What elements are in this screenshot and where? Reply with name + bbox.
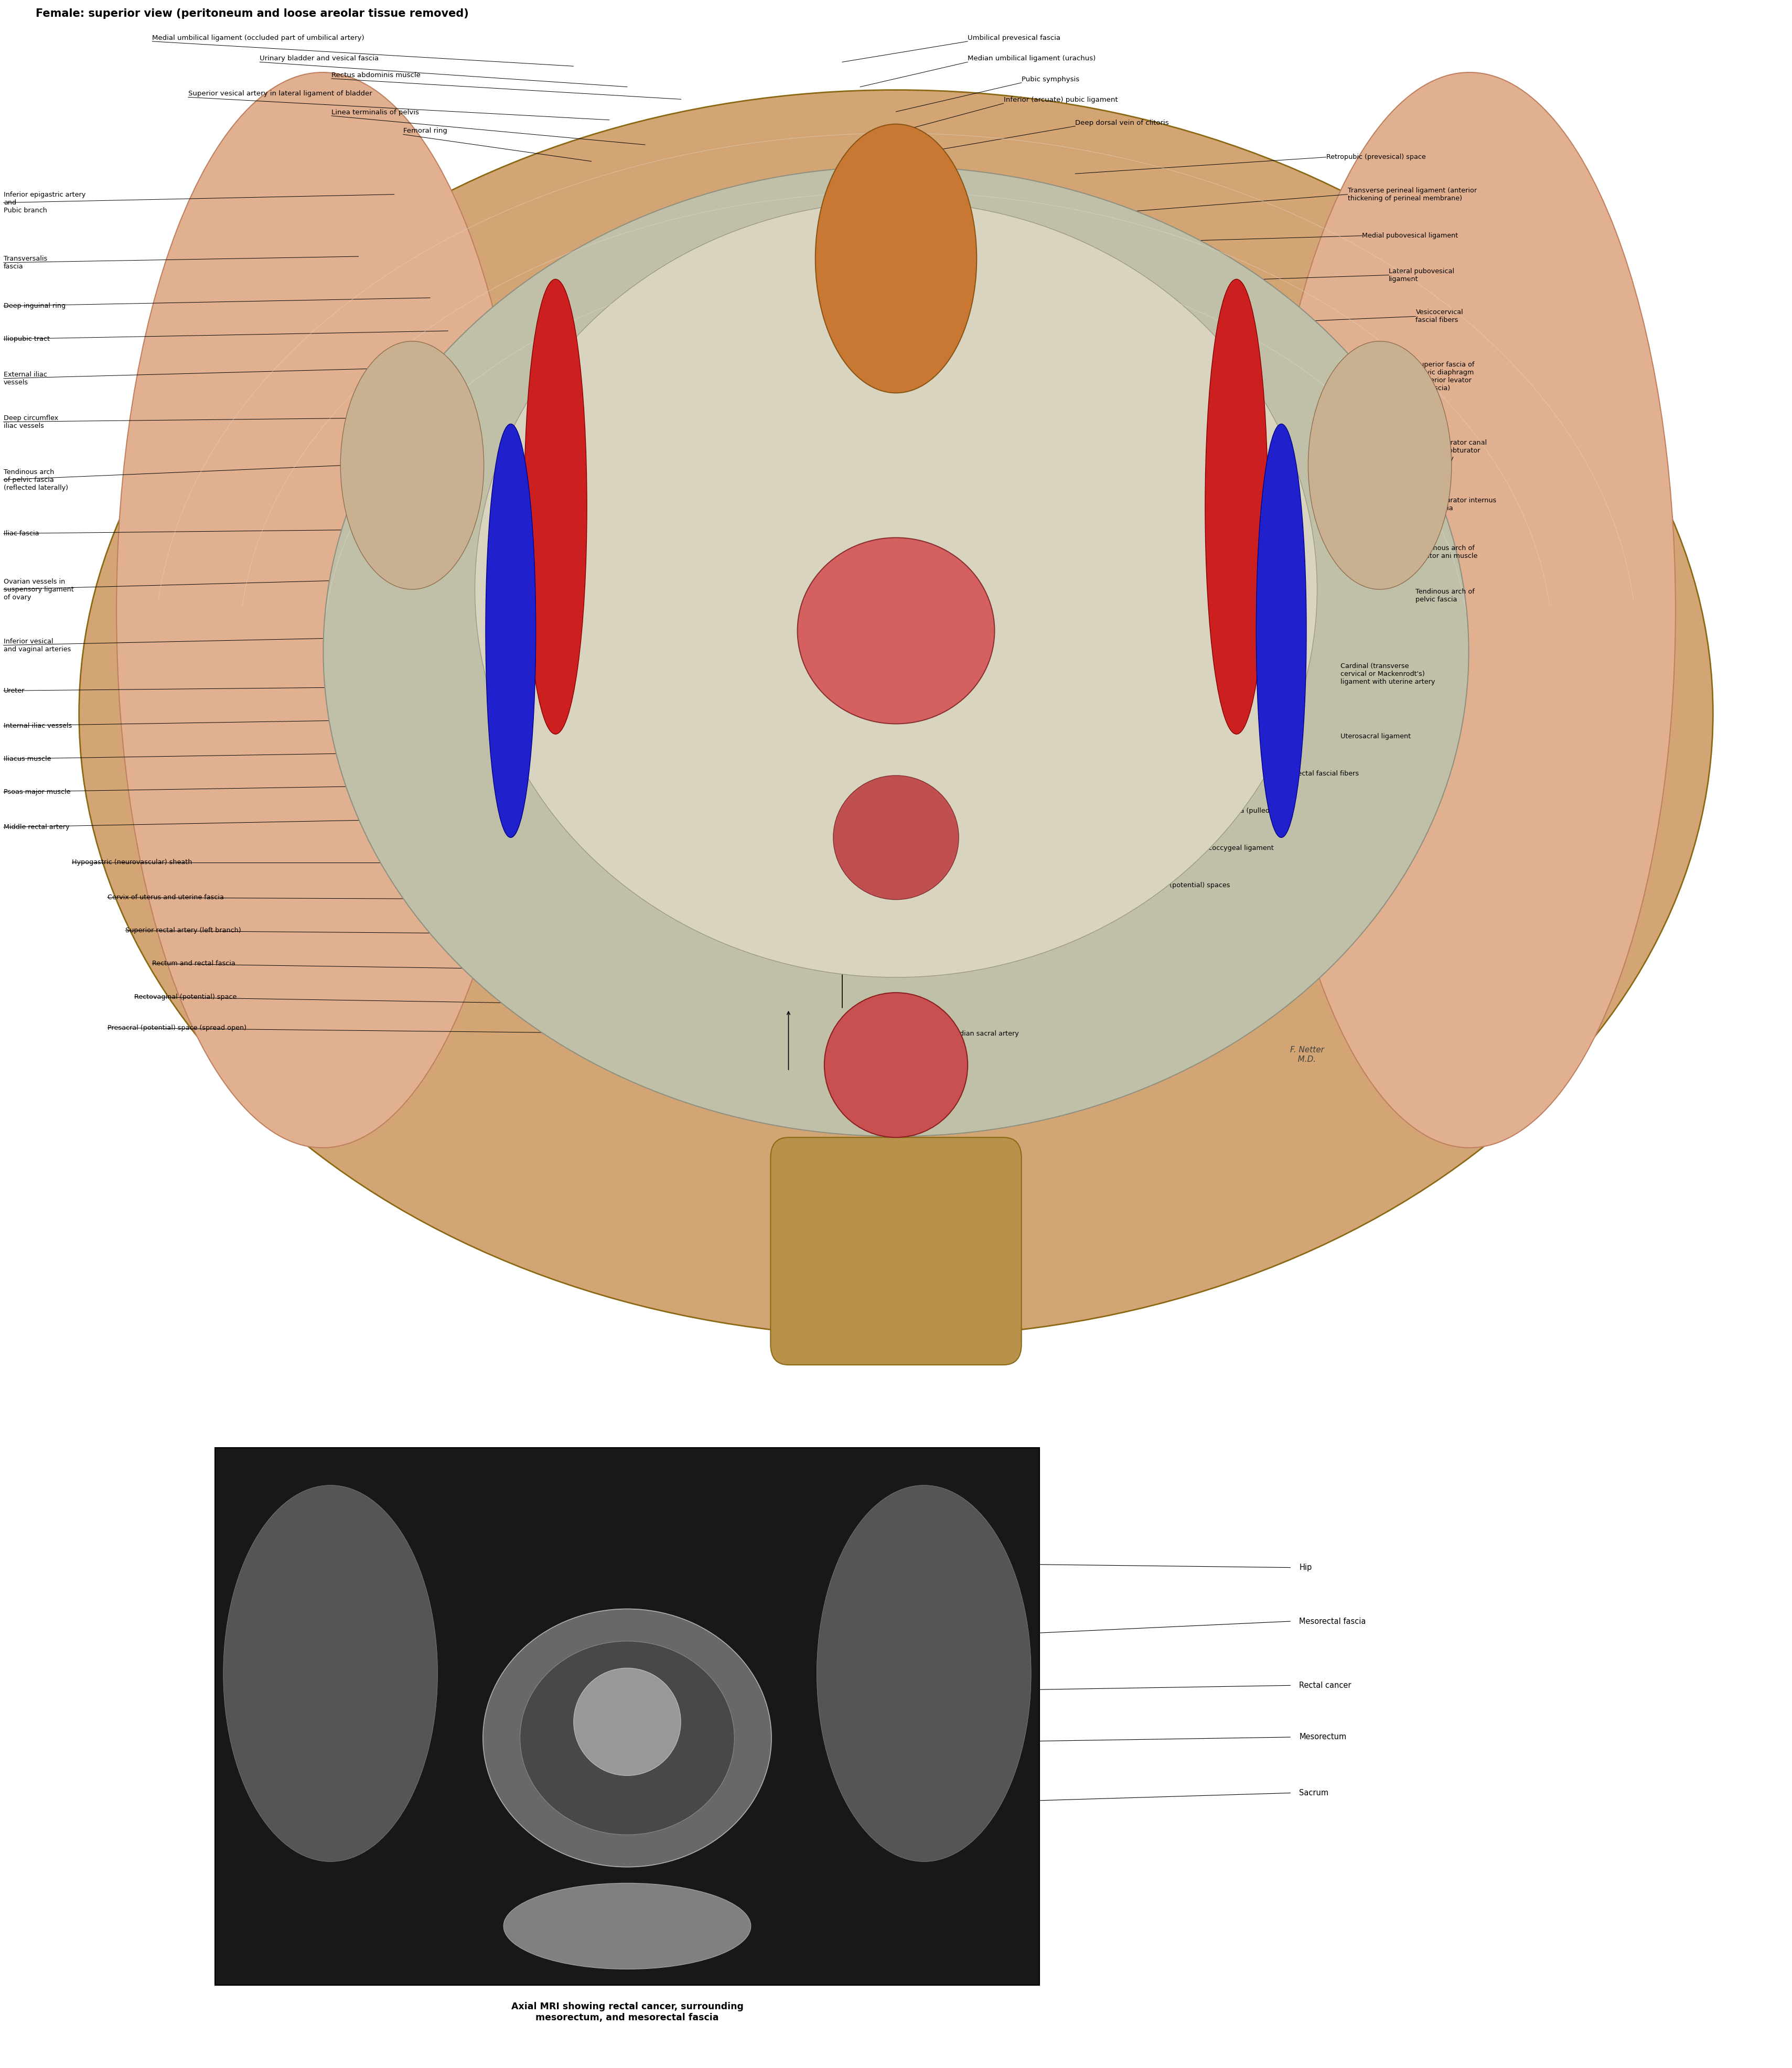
Ellipse shape — [504, 1884, 751, 1969]
Text: Presacral fascia (pulled away): Presacral fascia (pulled away) — [1192, 807, 1292, 815]
Ellipse shape — [475, 201, 1317, 978]
Text: Vaginorectal fascial fibers: Vaginorectal fascial fibers — [1272, 769, 1358, 778]
Text: Linea terminalis of pelvis: Linea terminalis of pelvis — [332, 110, 419, 116]
FancyBboxPatch shape — [771, 1137, 1021, 1365]
Text: Axial MRI showing rectal cancer, surrounding
mesorectum, and mesorectal fascia: Axial MRI showing rectal cancer, surroun… — [511, 2002, 744, 2023]
Ellipse shape — [486, 424, 536, 838]
Text: Sacrum: Sacrum — [1299, 1789, 1328, 1797]
Text: Ureter: Ureter — [4, 687, 25, 695]
Text: Psoas major muscle: Psoas major muscle — [4, 788, 70, 796]
Text: Tendinous arch of
levator ani muscle: Tendinous arch of levator ani muscle — [1416, 544, 1478, 560]
Text: Umbilical prevesical fascia: Umbilical prevesical fascia — [968, 35, 1061, 41]
Text: Rectus abdominis muscle: Rectus abdominis muscle — [332, 72, 421, 79]
Text: Tendinous arch of
pelvic fascia: Tendinous arch of pelvic fascia — [1416, 587, 1475, 604]
Ellipse shape — [523, 279, 586, 734]
Text: F. Netter
   M.D.: F. Netter M.D. — [1290, 1046, 1324, 1063]
Text: Vesicocervical
fascial fibers: Vesicocervical fascial fibers — [1416, 308, 1464, 325]
Text: Femoral ring: Femoral ring — [403, 128, 448, 134]
Ellipse shape — [224, 1485, 437, 1861]
Ellipse shape — [815, 124, 977, 393]
Ellipse shape — [1308, 341, 1452, 589]
Text: Urinary bladder and vesical fascia: Urinary bladder and vesical fascia — [260, 56, 378, 62]
Text: Presacral (potential) space (spread open): Presacral (potential) space (spread open… — [108, 1024, 247, 1032]
Text: Inferior epigastric artery
and
Pubic branch: Inferior epigastric artery and Pubic bra… — [4, 192, 86, 213]
Ellipse shape — [817, 1485, 1030, 1861]
Text: Rectal cancer: Rectal cancer — [1299, 1681, 1351, 1690]
Text: Pubic symphysis: Pubic symphysis — [1021, 77, 1079, 83]
Text: Inferior vesical
and vaginal arteries: Inferior vesical and vaginal arteries — [4, 637, 72, 653]
Text: Deep circumflex
iliac vessels: Deep circumflex iliac vessels — [4, 414, 57, 430]
Text: Deep dorsal vein of clitoris: Deep dorsal vein of clitoris — [1075, 120, 1168, 126]
Text: Vesicocervical and vesicovaginal (potential) spaces: Vesicocervical and vesicovaginal (potent… — [1057, 881, 1229, 889]
Text: Iliacus muscle: Iliacus muscle — [4, 755, 50, 763]
Ellipse shape — [1256, 424, 1306, 838]
Ellipse shape — [1263, 72, 1676, 1148]
Text: External iliac
vessels: External iliac vessels — [4, 370, 47, 387]
Ellipse shape — [323, 165, 1469, 1135]
Text: Inferior (arcuate) pubic ligament: Inferior (arcuate) pubic ligament — [1004, 97, 1118, 103]
Text: Mesorectal fascia: Mesorectal fascia — [1299, 1617, 1366, 1625]
Ellipse shape — [833, 776, 959, 900]
Ellipse shape — [520, 1642, 735, 1834]
Text: Iliac fascia: Iliac fascia — [4, 529, 39, 538]
Text: Uterosacral ligament: Uterosacral ligament — [1340, 732, 1410, 740]
Text: Transversalis
fascia: Transversalis fascia — [4, 254, 47, 271]
Bar — [215, 1448, 1039, 1985]
Ellipse shape — [573, 1669, 681, 1776]
Text: Median sacral artery: Median sacral artery — [950, 1030, 1020, 1038]
Text: Obturator internus
fascia: Obturator internus fascia — [1434, 496, 1496, 513]
Text: Ovarian vessels in
suspensory ligament
of ovary: Ovarian vessels in suspensory ligament o… — [4, 579, 73, 600]
Text: Medial pubovesical ligament: Medial pubovesical ligament — [1362, 232, 1459, 240]
Ellipse shape — [79, 89, 1713, 1336]
Text: Rectum and rectal fascia: Rectum and rectal fascia — [152, 960, 235, 968]
Text: Hypogastric (neurovascular) sheath: Hypogastric (neurovascular) sheath — [72, 858, 192, 866]
Text: Mesorectum: Mesorectum — [1299, 1733, 1346, 1741]
Text: Hip: Hip — [1299, 1563, 1312, 1572]
Text: Superior fascia of
pelvic diaphragm
(superior levator
ani fascia): Superior fascia of pelvic diaphragm (sup… — [1416, 362, 1475, 391]
Text: Anterior sacrococcygeal ligament: Anterior sacrococcygeal ligament — [1161, 844, 1274, 852]
Text: Retropubic (prevesical) space: Retropubic (prevesical) space — [1326, 153, 1426, 161]
Text: Obturator canal
and obturator
artery: Obturator canal and obturator artery — [1434, 440, 1487, 461]
Text: Tendinous arch
of pelvic fascia
(reflected laterally): Tendinous arch of pelvic fascia (reflect… — [4, 469, 68, 490]
Text: Superior vesical artery in lateral ligament of bladder: Superior vesical artery in lateral ligam… — [188, 91, 373, 97]
Text: Female: superior view (peritoneum and loose areolar tissue removed): Female: superior view (peritoneum and lo… — [36, 8, 470, 19]
Text: Middle rectal artery: Middle rectal artery — [4, 823, 70, 831]
Text: Iliopubic tract: Iliopubic tract — [4, 335, 50, 343]
Ellipse shape — [1204, 279, 1269, 734]
Text: Rectovaginal (potential) space: Rectovaginal (potential) space — [134, 993, 237, 1001]
Text: Cervix of uterus and uterine fascia: Cervix of uterus and uterine fascia — [108, 893, 224, 902]
Text: Lateral pubovesical
ligament: Lateral pubovesical ligament — [1389, 267, 1455, 283]
Text: Medial umbilical ligament (occluded part of umbilical artery): Medial umbilical ligament (occluded part… — [152, 35, 364, 41]
Text: Internal iliac vessels: Internal iliac vessels — [4, 722, 72, 730]
Ellipse shape — [797, 538, 995, 724]
Text: Transverse perineal ligament (anterior
thickening of perineal membrane): Transverse perineal ligament (anterior t… — [1348, 186, 1477, 203]
Text: Cardinal (transverse
cervical or Mackenrodt's)
ligament with uterine artery: Cardinal (transverse cervical or Mackenr… — [1340, 664, 1435, 685]
Ellipse shape — [116, 72, 529, 1148]
Ellipse shape — [482, 1609, 771, 1867]
Ellipse shape — [340, 341, 484, 589]
Text: Deep inguinal ring: Deep inguinal ring — [4, 302, 66, 310]
Text: Superior rectal artery (left branch): Superior rectal artery (left branch) — [125, 926, 242, 935]
Ellipse shape — [824, 993, 968, 1137]
Text: Median umbilical ligament (urachus): Median umbilical ligament (urachus) — [968, 56, 1095, 62]
